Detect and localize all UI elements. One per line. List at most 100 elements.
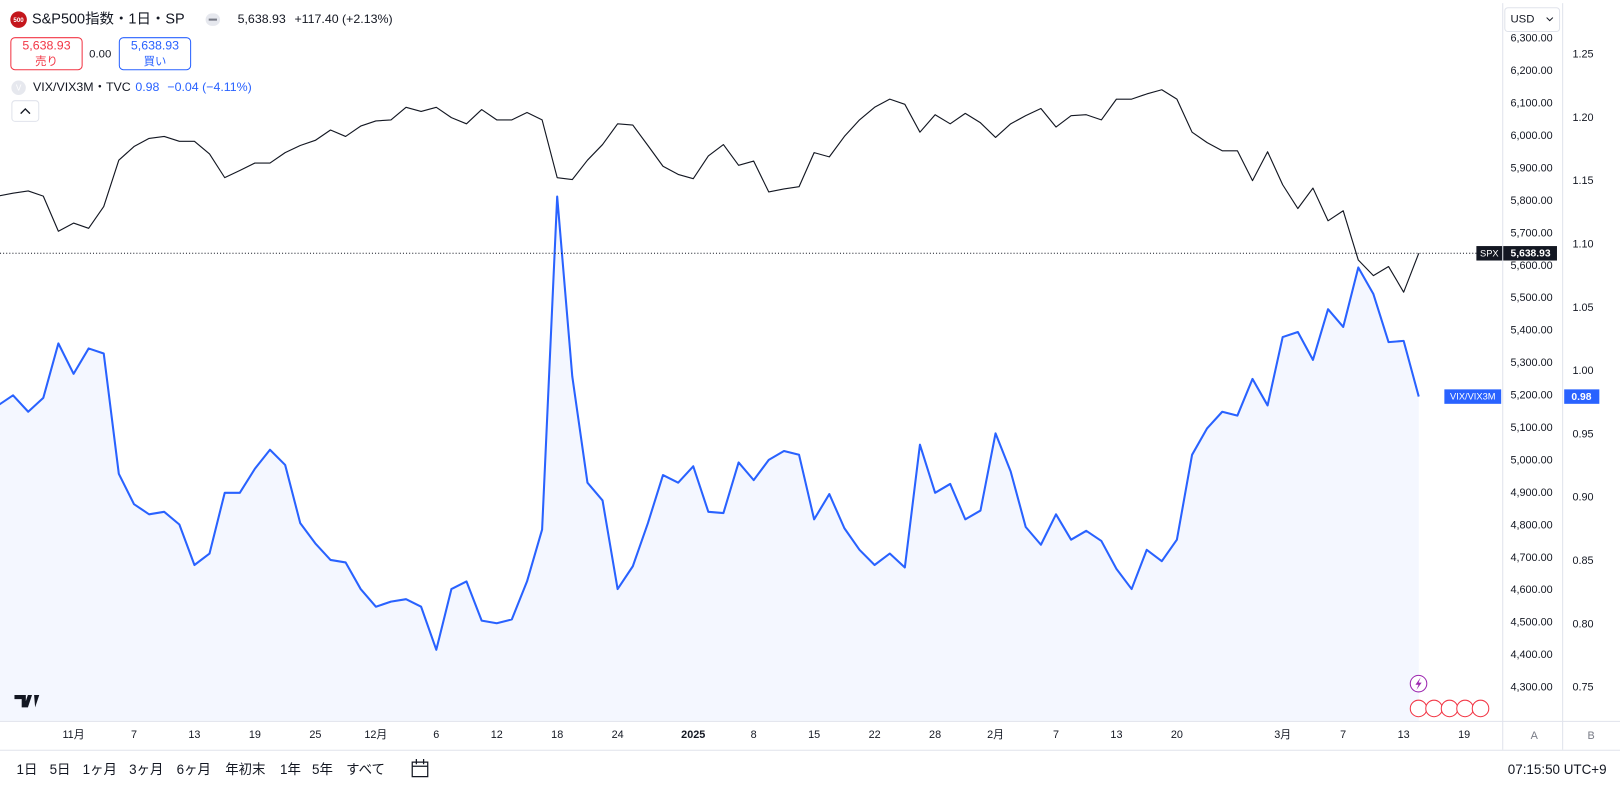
x-tick-label: 13 (1110, 729, 1122, 741)
y-tick-label: 5,200.00 (1510, 390, 1552, 402)
collapse-button[interactable] (11, 100, 40, 122)
x-tick-label: 28 (929, 729, 941, 741)
y-tick-label: 0.85 (1572, 555, 1593, 567)
series-name-tag (1476, 246, 1503, 261)
buy-price: 5,638.93 (131, 39, 179, 53)
x-tick-label: 8 (751, 729, 757, 741)
symbol-icon (10, 11, 27, 28)
y-tick-label: 6,100.00 (1510, 98, 1552, 110)
header-change: +117.40 (+2.13%) (294, 12, 392, 26)
x-tick-label: 11月 (62, 729, 84, 741)
series-line (0, 195, 1420, 651)
collapse-chevron (20, 108, 31, 115)
event-flag[interactable] (1425, 699, 1443, 718)
x-tick-label: 2025 (681, 729, 705, 741)
event-flag[interactable] (1456, 699, 1474, 718)
event-flag[interactable] (1409, 699, 1428, 718)
y-tick-label: 5,300.00 (1510, 357, 1552, 369)
price-tag-label: 5,638.93 (1510, 249, 1550, 260)
y-tick-label: 4,500.00 (1510, 617, 1552, 629)
x-tick-label: 7 (1340, 729, 1346, 741)
x-tick-label: 24 (612, 729, 624, 741)
buy-button[interactable] (118, 37, 192, 71)
currency-button[interactable] (1504, 7, 1561, 33)
x-tick-label: 12 (491, 729, 503, 741)
clock: 07:15:50 UTC+9 (1508, 762, 1607, 777)
x-tick-label: 13 (1398, 729, 1410, 741)
sell-button[interactable] (10, 37, 83, 71)
price-tag-label: 0.98 (1571, 392, 1591, 403)
range-button[interactable]: 6ヶ月 (177, 762, 211, 777)
y-tick-label: 5,100.00 (1510, 422, 1552, 434)
y-tick-label: 1.15 (1572, 175, 1593, 187)
price-tag (1503, 246, 1557, 261)
range-button[interactable]: すべて (346, 762, 385, 777)
x-tick-label: 19 (249, 729, 261, 741)
vix-symbol[interactable]: VIX/VIX3M・TVC (33, 80, 131, 94)
range-button[interactable]: 1ヶ月 (83, 762, 117, 777)
y-tick-label: 1.20 (1572, 112, 1593, 124)
range-button[interactable]: 1年 (280, 762, 301, 777)
axes: 11月 7 13 19 25 12月 6 12 18 24 2025 8 15 22 28 2月 7 13 20 3月… (62, 33, 1593, 742)
y-tick-label: 1.05 (1572, 302, 1593, 314)
y-tick-label: 5,900.00 (1510, 162, 1552, 174)
x-tick-label: 6 (433, 729, 439, 741)
y-tick-label: 5,600.00 (1510, 260, 1552, 272)
event-flags (1409, 699, 1490, 718)
series-name-tag (1444, 389, 1502, 404)
scale-b[interactable]: B (1587, 730, 1594, 742)
x-tick-label: 19 (1458, 729, 1470, 741)
x-tick-label: 2月 (987, 729, 1004, 741)
tv-logo (14, 695, 40, 708)
range-button[interactable]: 5年 (312, 762, 333, 777)
y-tick-label: 1.00 (1572, 365, 1593, 377)
range-buttons: 1日 5日 1ヶ月 3ヶ月 6ヶ月 年初末 1年 5年 すべて (17, 762, 385, 777)
y-tick-label: 5,000.00 (1510, 454, 1552, 466)
vix-icon-text: V (16, 83, 22, 92)
y-tick-label: 5,500.00 (1510, 292, 1552, 304)
series-name: SPX (1480, 248, 1499, 258)
y-tick-label: 4,400.00 (1510, 649, 1552, 661)
y-tick-label: 6,300.00 (1510, 33, 1552, 45)
range-button[interactable]: 3ヶ月 (129, 762, 163, 777)
x-tick-label: 15 (808, 729, 820, 741)
vix-value: 0.98 (135, 80, 159, 94)
y-tick-label: 0.75 (1572, 682, 1593, 694)
x-tick-label: 7 (1053, 729, 1059, 741)
series-name: VIX/VIX3M (1450, 392, 1495, 402)
series-line (0, 89, 1420, 293)
header-price: 5,638.93 (238, 12, 286, 26)
y-tick-label: 4,800.00 (1510, 519, 1552, 531)
range-button[interactable]: 5日 (50, 762, 71, 777)
x-tick-label: 12月 (364, 729, 387, 741)
symbol-title[interactable]: S&P500指数・1日・SP (32, 10, 185, 27)
event-flag[interactable] (1471, 699, 1490, 718)
buy-label: 買い (144, 55, 167, 68)
symbol-icon-text: 500 (13, 17, 24, 24)
date-range-icon[interactable] (411, 759, 429, 778)
event-flag[interactable] (1440, 699, 1459, 718)
x-tick-label: 13 (188, 729, 200, 741)
sell-price: 5,638.93 (22, 39, 70, 53)
scale-a[interactable]: A (1531, 730, 1539, 742)
range-button[interactable]: 年初末 (225, 762, 265, 777)
currency: USD (1510, 14, 1534, 26)
x-tick-label: 7 (131, 729, 137, 741)
y-tick-label: 5,700.00 (1510, 227, 1552, 239)
y-tick-label: 1.10 (1572, 239, 1593, 251)
price-tag (1564, 389, 1600, 404)
y-tick-label: 4,700.00 (1510, 552, 1552, 564)
vix-icon (11, 80, 26, 96)
x-tick-label: 18 (551, 729, 563, 741)
y-tick-label: 5,800.00 (1510, 195, 1552, 207)
y-tick-label: 4,300.00 (1510, 682, 1552, 694)
y-tick-label: 4,600.00 (1510, 584, 1552, 596)
vix-change: −0.04 (−4.11%) (167, 80, 251, 94)
y-tick-label: 5,400.00 (1510, 325, 1552, 337)
range-button[interactable]: 1日 (17, 762, 38, 777)
x-tick-label: 3月 (1274, 729, 1291, 741)
y-tick-label: 1.25 (1572, 49, 1593, 61)
sell-label: 売り (35, 55, 58, 68)
